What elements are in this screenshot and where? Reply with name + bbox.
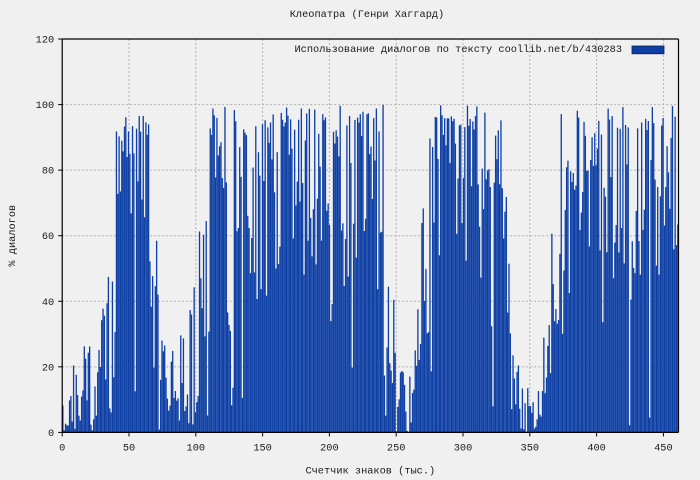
svg-text:20: 20 bbox=[42, 362, 54, 374]
svg-text:0: 0 bbox=[48, 428, 54, 440]
svg-text:450: 450 bbox=[654, 442, 673, 454]
svg-text:80: 80 bbox=[42, 166, 54, 178]
svg-text:100: 100 bbox=[36, 100, 55, 112]
svg-text:40: 40 bbox=[42, 297, 54, 309]
svg-text:250: 250 bbox=[387, 442, 406, 454]
svg-text:150: 150 bbox=[253, 442, 272, 454]
svg-text:Счетчик знаков (тыс.): Счетчик знаков (тыс.) bbox=[305, 465, 435, 477]
svg-text:60: 60 bbox=[42, 231, 54, 243]
svg-text:100: 100 bbox=[187, 442, 206, 454]
svg-text:200: 200 bbox=[320, 442, 339, 454]
svg-text:% диалогов: % диалогов bbox=[7, 205, 19, 267]
svg-text:Клеопатра (Генри Хаггард): Клеопатра (Генри Хаггард) bbox=[290, 9, 444, 21]
svg-text:120: 120 bbox=[36, 35, 55, 47]
svg-text:Использование диалогов по текс: Использование диалогов по тексту coollib… bbox=[295, 44, 623, 56]
svg-text:350: 350 bbox=[521, 442, 540, 454]
svg-text:50: 50 bbox=[123, 442, 135, 454]
svg-text:0: 0 bbox=[59, 442, 65, 454]
svg-text:300: 300 bbox=[454, 442, 473, 454]
svg-text:400: 400 bbox=[587, 442, 606, 454]
